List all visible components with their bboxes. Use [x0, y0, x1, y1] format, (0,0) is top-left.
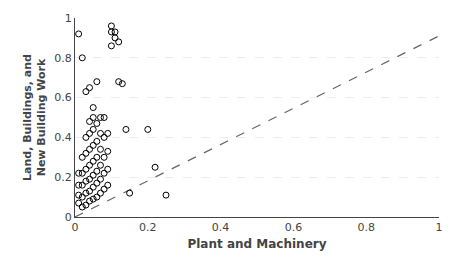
svg-text:0.8: 0.8 — [54, 52, 72, 65]
svg-text:0.6: 0.6 — [54, 91, 72, 104]
svg-text:Land, Buildings, andNew Buildi: Land, Buildings, andNew Building Work — [21, 54, 48, 181]
svg-text:0.2: 0.2 — [54, 171, 72, 184]
svg-text:0.8: 0.8 — [357, 221, 375, 234]
svg-text:0: 0 — [65, 211, 72, 224]
svg-text:0: 0 — [72, 221, 79, 234]
svg-text:0.4: 0.4 — [212, 221, 230, 234]
svg-text:0.6: 0.6 — [285, 221, 303, 234]
svg-text:0.2: 0.2 — [139, 221, 157, 234]
svg-text:1: 1 — [436, 221, 443, 234]
svg-text:Plant and Machinery: Plant and Machinery — [187, 237, 326, 251]
svg-text:1: 1 — [65, 12, 72, 25]
svg-text:0.4: 0.4 — [54, 131, 72, 144]
